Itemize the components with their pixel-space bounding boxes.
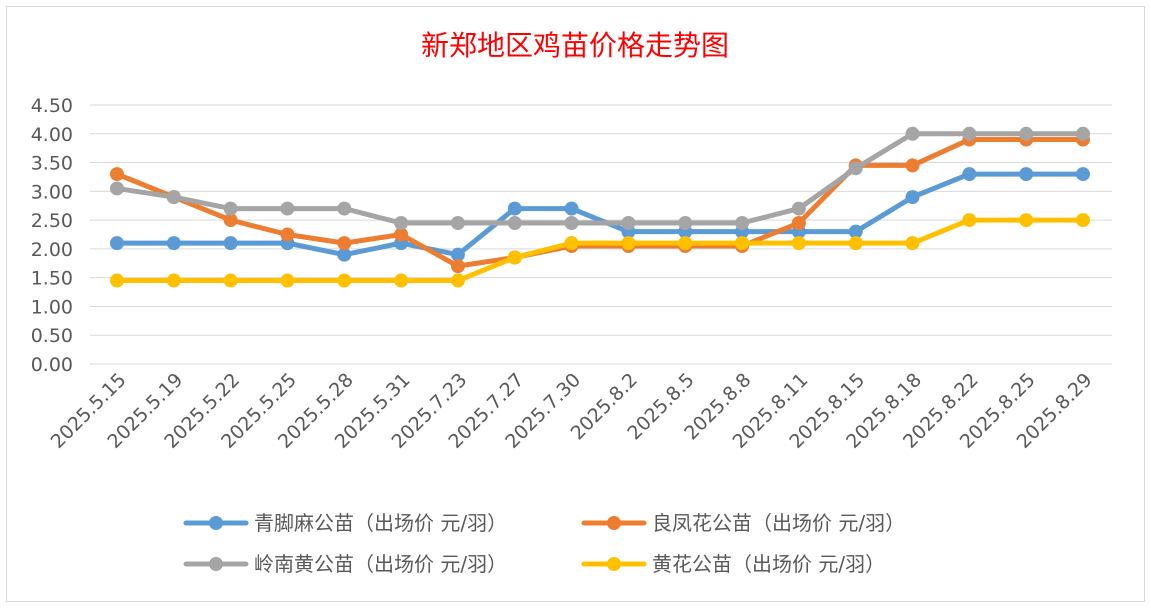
data-point: [337, 247, 352, 262]
data-point: [450, 215, 465, 230]
data-point: [450, 273, 465, 288]
data-point: [280, 201, 295, 216]
data-point: [166, 190, 181, 205]
data-point: [394, 215, 409, 230]
y-tick-label: 0.50: [31, 325, 73, 347]
data-point: [394, 227, 409, 242]
chart-border: [6, 6, 1145, 602]
data-point: [678, 236, 693, 251]
data-point: [507, 201, 522, 216]
data-point: [735, 236, 750, 251]
data-point: [678, 215, 693, 230]
y-tick-label: 3.00: [31, 181, 73, 203]
legend-item: 青脚麻公苗（出场价 元/羽）: [183, 511, 507, 535]
data-point: [223, 236, 238, 251]
data-point: [962, 167, 977, 182]
data-point: [1019, 126, 1034, 141]
data-point: [905, 158, 920, 173]
legend-marker: [209, 557, 223, 571]
data-point: [564, 201, 579, 216]
data-point: [280, 273, 295, 288]
data-point: [1076, 167, 1090, 182]
legend-marker: [607, 557, 621, 571]
chart-title: 新郑地区鸡苗价格走势图: [421, 29, 729, 62]
data-point: [166, 236, 181, 251]
data-point: [223, 273, 238, 288]
data-point: [962, 126, 977, 141]
series-line: [114, 137, 1086, 269]
data-point: [337, 201, 352, 216]
data-point: [507, 250, 522, 265]
data-point: [905, 190, 920, 205]
legend-marker: [607, 516, 621, 530]
data-point: [905, 236, 920, 251]
data-point: [1019, 213, 1034, 228]
data-point: [450, 247, 465, 262]
y-tick-label: 3.50: [31, 153, 73, 175]
data-point: [621, 236, 636, 251]
data-point: [791, 201, 806, 216]
y-tick-label: 1.00: [31, 296, 73, 318]
series-line: [114, 131, 1086, 226]
y-tick-label: 2.00: [31, 239, 73, 261]
data-point: [848, 161, 863, 176]
legend-label: 青脚麻公苗（出场价 元/羽）: [254, 511, 507, 535]
y-tick-label: 2.50: [31, 210, 73, 232]
y-axis-ticks: 0.00 0.50 1.00 1.50 2.00 2.50 3.00 3.50 4.00 4.50: [31, 95, 73, 376]
legend-item: 良凤花公苗（出场价 元/羽）: [581, 511, 905, 535]
data-point: [110, 236, 124, 251]
data-point: [110, 181, 124, 196]
data-point: [337, 273, 352, 288]
y-tick-label: 4.50: [31, 95, 73, 117]
data-point: [1019, 167, 1034, 182]
data-point: [848, 224, 863, 239]
data-point: [1076, 213, 1090, 228]
data-point: [110, 167, 124, 182]
data-point: [564, 215, 579, 230]
data-point: [735, 215, 750, 230]
series-line: [114, 217, 1086, 284]
legend-label: 岭南黄公苗（出场价 元/羽）: [254, 552, 507, 576]
data-point: [110, 273, 124, 288]
data-point: [791, 215, 806, 230]
data-point: [337, 236, 352, 251]
data-point: [905, 126, 920, 141]
data-point: [621, 215, 636, 230]
series-lines: [110, 126, 1090, 288]
data-point: [450, 259, 465, 274]
series-line: [114, 171, 1086, 258]
data-point: [223, 213, 238, 228]
legend-label: 良凤花公苗（出场价 元/羽）: [652, 511, 905, 535]
series-4: [110, 213, 1090, 288]
legend-item: 岭南黄公苗（出场价 元/羽）: [183, 552, 507, 576]
data-point: [166, 273, 181, 288]
data-point: [394, 273, 409, 288]
data-point: [848, 236, 863, 251]
data-point: [791, 236, 806, 251]
legend-marker: [209, 516, 223, 530]
data-point: [564, 236, 579, 251]
y-tick-label: 1.50: [31, 268, 73, 290]
y-tick-label: 0.00: [31, 354, 73, 376]
data-point: [1076, 126, 1090, 141]
y-tick-label: 4.00: [31, 124, 73, 146]
data-point: [280, 227, 295, 242]
legend: 青脚麻公苗（出场价 元/羽） 良凤花公苗（出场价 元/羽） 岭南黄公苗（出场价 元/…: [183, 511, 905, 576]
data-point: [962, 213, 977, 228]
data-point: [507, 215, 522, 230]
legend-item: 黄花公苗（出场价 元/羽）: [581, 552, 885, 576]
legend-label: 黄花公苗（出场价 元/羽）: [652, 552, 885, 576]
series-3: [110, 126, 1090, 230]
data-point: [223, 201, 238, 216]
